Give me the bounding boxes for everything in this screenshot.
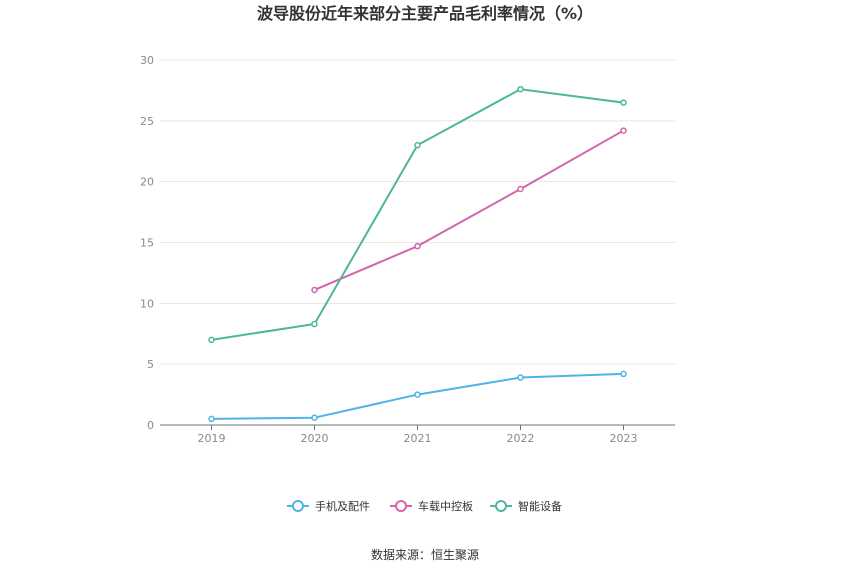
data-point[interactable] — [517, 374, 524, 381]
legend-label: 车载中控板 — [418, 499, 473, 513]
data-point[interactable] — [620, 99, 627, 106]
data-source: 数据来源：恒生聚源 — [371, 547, 479, 562]
data-point[interactable] — [414, 391, 421, 398]
y-tick-label: 25 — [140, 115, 154, 128]
legend-marker — [495, 500, 507, 512]
data-point[interactable] — [311, 286, 318, 294]
data-point[interactable] — [414, 242, 421, 250]
y-tick-label: 5 — [147, 358, 154, 371]
grid-lines — [160, 59, 675, 365]
y-tick-label: 15 — [140, 237, 154, 250]
data-point[interactable] — [517, 185, 524, 193]
legend-item[interactable]: 智能设备 — [490, 499, 562, 513]
series-lines — [208, 85, 627, 423]
data-point[interactable] — [620, 370, 627, 378]
x-tick-label: 2023 — [610, 432, 638, 445]
data-point[interactable] — [208, 336, 215, 344]
x-tick-label: 2020 — [301, 432, 329, 445]
data-point[interactable] — [208, 415, 215, 423]
data-point[interactable] — [414, 141, 421, 149]
data-point[interactable] — [311, 320, 318, 328]
y-tick-label: 0 — [147, 419, 154, 432]
y-axis-ticks: 0 5 10 15 20 25 30 — [140, 54, 154, 432]
series-1 — [208, 370, 627, 423]
legend-label: 智能设备 — [518, 499, 562, 513]
y-tick-label: 20 — [140, 176, 154, 189]
x-tick-label: 2019 — [198, 432, 226, 445]
data-point[interactable] — [311, 414, 318, 421]
legend-marker — [292, 500, 304, 512]
x-tick-label: 2021 — [404, 432, 432, 445]
series-2 — [311, 127, 627, 294]
series-line — [211, 88, 624, 341]
legend-label: 手机及配件 — [315, 499, 370, 513]
series-3 — [208, 85, 627, 344]
y-tick-label: 30 — [140, 54, 154, 67]
legend-item[interactable]: 车载中控板 — [390, 499, 473, 513]
x-tick-label: 2022 — [507, 432, 535, 445]
chart-title: 波导股份近年来部分主要产品毛利率情况（%） — [257, 4, 593, 23]
x-axis: 2019 2020 2021 2022 2023 — [160, 424, 675, 445]
legend-item[interactable]: 手机及配件 — [287, 499, 370, 513]
legend[interactable]: 手机及配件 车载中控板 智能设备 — [287, 499, 562, 513]
data-point[interactable] — [620, 127, 627, 134]
series-line — [314, 129, 624, 291]
y-tick-label: 10 — [140, 297, 154, 310]
data-point[interactable] — [517, 85, 524, 93]
legend-marker — [395, 500, 407, 512]
